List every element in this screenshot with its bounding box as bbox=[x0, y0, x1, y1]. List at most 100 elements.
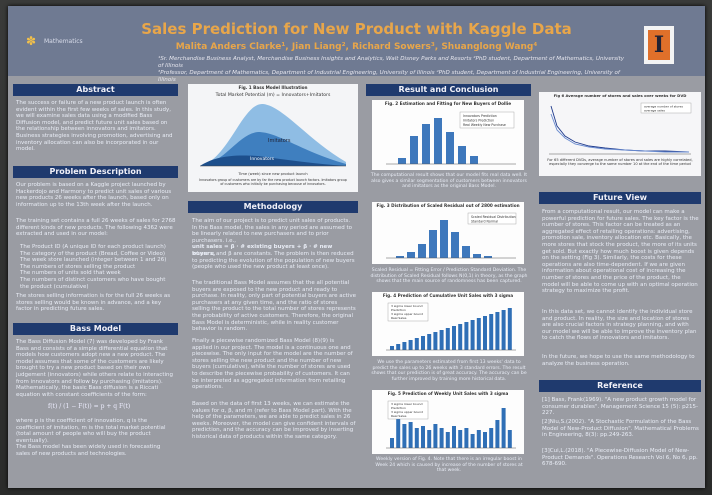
bar bbox=[470, 320, 475, 350]
bass-after: where p is the coefficient of innovation… bbox=[16, 418, 166, 444]
results-caption-3: We use the parameters estimated from fir… bbox=[371, 360, 527, 382]
bullet-item: The numbers of stores selling the produc… bbox=[20, 263, 136, 270]
method-p1: The aim of our project is to predict uni… bbox=[192, 218, 353, 244]
fig3-chart: Scaled Residual Distribution Standard No… bbox=[386, 212, 517, 259]
fig4-legend-item: Prediction bbox=[391, 308, 406, 312]
bass-after-2: The Bass model has been widely used in f… bbox=[16, 444, 161, 457]
bar bbox=[407, 252, 415, 258]
bar bbox=[501, 310, 506, 350]
abstract-body: The success or failure of a new product … bbox=[16, 100, 173, 153]
fig1-caption: Time (week) since new product launch bbox=[238, 172, 308, 176]
method-p1b: where α and β are constants. The problem… bbox=[192, 251, 355, 271]
fig3-bars bbox=[396, 220, 492, 258]
fig5-legend bbox=[387, 400, 429, 420]
fig1-label-innovators: Innovators bbox=[250, 156, 275, 162]
bar bbox=[408, 422, 413, 448]
bar bbox=[451, 232, 459, 258]
bar bbox=[470, 434, 475, 448]
poster-header: ✽ Mathematics Sales Prediction for New P… bbox=[8, 6, 705, 83]
fig2-bars bbox=[398, 118, 478, 164]
results-caption-2: Scaled Residual = Fitting Error / Predic… bbox=[370, 268, 528, 285]
bar bbox=[476, 430, 481, 448]
fig6-chart: average number of stores average sales bbox=[549, 102, 692, 155]
bullet-item: The week store launched (integer between… bbox=[20, 257, 167, 264]
bar bbox=[402, 424, 407, 448]
problem-bullets: The Product ID (A unique ID for each pro… bbox=[20, 244, 176, 290]
problem-note: The stores selling information is for th… bbox=[16, 293, 171, 313]
method-p4: Based on the data of first 13 weeks, we … bbox=[192, 401, 356, 440]
bullet-item: The numbers of distinct customers who ha… bbox=[20, 276, 166, 290]
bar bbox=[422, 124, 430, 164]
bar bbox=[390, 346, 394, 350]
fig6-caption: For 65 different DVDs, average number of… bbox=[547, 158, 693, 167]
fig4-bars bbox=[390, 308, 512, 350]
bullet-item: The numbers of units sold that week bbox=[20, 270, 121, 277]
bar bbox=[418, 244, 426, 258]
abstract-heading: Abstract bbox=[13, 84, 178, 96]
fig1-title: Fig. 1 Bass Model Illustration bbox=[238, 85, 308, 90]
method-p1-eq: unit sales = β · # existing buyers + β ·… bbox=[192, 244, 333, 257]
fig6-legend bbox=[640, 102, 692, 114]
method-p3: Finally a piecewise randomized Bass Mode… bbox=[192, 338, 353, 391]
bar bbox=[452, 326, 456, 350]
problem-intro: Our problem is based on a Kaggle project… bbox=[16, 182, 172, 208]
base-area bbox=[200, 155, 346, 166]
fig3-title: Fig. 3 Distribution of Scaled Residual o… bbox=[376, 203, 520, 208]
fig1-subtitle: Total Market Potential (m) = Innovators+… bbox=[215, 93, 331, 98]
reference-item: [1] Bass, Frank(1969). "A new product gr… bbox=[542, 397, 699, 417]
bar bbox=[476, 318, 481, 350]
fig5-legend-item: Prediction bbox=[391, 406, 406, 410]
fig5-legend-item: 3 sigma lower bound bbox=[391, 402, 423, 406]
bar bbox=[427, 430, 432, 448]
bar bbox=[458, 146, 466, 164]
fig5-legend-item: Real Sales bbox=[391, 414, 407, 418]
bar bbox=[445, 328, 450, 350]
bar bbox=[398, 158, 406, 164]
fig6-legend-item: average number of stores bbox=[644, 105, 683, 109]
fig4-panel: Fig. 4 Prediction of Cumulative Unit Sal… bbox=[372, 292, 524, 356]
fig3-legend bbox=[467, 212, 517, 225]
bar bbox=[458, 430, 463, 448]
method-p2: The traditional Bass Model assumes that … bbox=[192, 280, 356, 333]
affiliations: ¹Sr. Merchandise Business Analyst, Merch… bbox=[158, 56, 628, 84]
bar bbox=[458, 324, 463, 350]
bar bbox=[414, 428, 419, 448]
fig5-legend-item: 3 sigma upper bound bbox=[391, 410, 423, 414]
bar bbox=[507, 308, 512, 350]
fig4-title: Fig. 4 Prediction of Cumulative Unit Sal… bbox=[382, 293, 514, 298]
bar bbox=[440, 220, 448, 258]
fig2-legend bbox=[459, 111, 515, 129]
bar bbox=[427, 334, 432, 350]
bar bbox=[433, 332, 438, 350]
reference-item: [3]Cui,L.(2018). "A Piecewise-Diffusion … bbox=[542, 448, 698, 468]
fig2-chart: Innovators Prediction Imitators Predicti… bbox=[386, 111, 516, 165]
bar bbox=[439, 428, 444, 448]
fig1-label-imitators: Imitators bbox=[268, 138, 291, 144]
fig3-legend-item: Scaled Residual Distribution bbox=[471, 215, 516, 219]
bar bbox=[464, 428, 469, 448]
affiliation-line: ¹Sr. Merchandise Business Analyst, Merch… bbox=[158, 56, 625, 69]
bar bbox=[421, 336, 425, 350]
bar bbox=[396, 256, 404, 258]
bar bbox=[433, 424, 438, 448]
future-p1: From a computational result, our model c… bbox=[542, 209, 699, 295]
problem-heading: Problem Description bbox=[13, 166, 178, 178]
bar bbox=[429, 230, 437, 258]
affiliation-line: ³Professor, Department of Mathematics, D… bbox=[158, 70, 620, 83]
bar bbox=[483, 316, 487, 350]
bar bbox=[495, 312, 500, 350]
results-caption-4: Weekly version of Fig. 4. Note that ther… bbox=[375, 457, 523, 474]
bar bbox=[396, 344, 401, 350]
fig6-title: Fig 6 Average number of stores and sales… bbox=[553, 93, 687, 98]
fig2-panel: Fig. 2 Estimation and Fitting for New Bu… bbox=[372, 100, 524, 170]
bullet-item: The category of the product (Bread, Coff… bbox=[20, 250, 166, 257]
bar bbox=[470, 156, 478, 164]
problem-data: The training set contains a full 26 week… bbox=[16, 218, 176, 238]
fig5-title: Fig. 5 Prediction of Weekly Unit Sales w… bbox=[387, 391, 509, 396]
methodology-heading: Methodology bbox=[188, 201, 358, 213]
illinois-block-i-icon: I bbox=[648, 30, 670, 60]
bar bbox=[495, 420, 500, 448]
fig1-chart: Imitators Innovators bbox=[200, 103, 346, 167]
fig4-legend bbox=[387, 302, 429, 322]
reference-heading: Reference bbox=[539, 380, 701, 392]
